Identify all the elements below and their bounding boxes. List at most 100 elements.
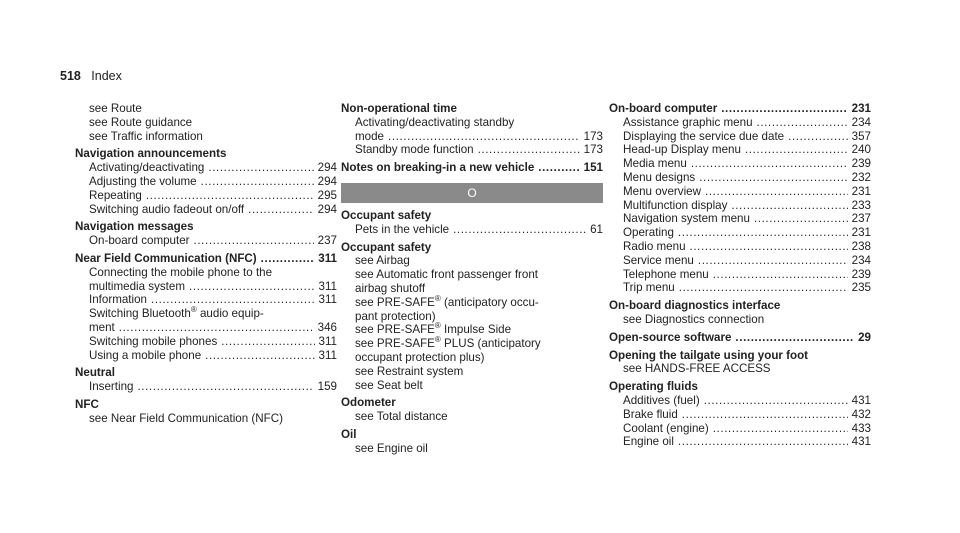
entry-text: multimedia system	[89, 279, 185, 293]
index-entry: Navigation system menu 237	[609, 212, 871, 226]
entry-text: see Route guidance	[89, 115, 193, 129]
leader-dots	[261, 252, 315, 266]
index-entry: Coolant (engine) 433	[609, 422, 871, 436]
index-entry: Information 311	[75, 293, 337, 307]
entry-text: Head-up Display menu	[623, 143, 741, 157]
page-reference-link[interactable]: 61	[590, 222, 603, 236]
entry-text: Occupant safety	[341, 208, 432, 222]
entry-text: Navigation system menu	[623, 212, 750, 226]
entry-text: see Automatic front passenger front	[355, 268, 539, 282]
entry-text: Assistance graphic menu	[623, 115, 753, 129]
page-reference-link[interactable]: 151	[583, 161, 603, 175]
leader-dots	[388, 130, 580, 144]
leader-dots	[678, 226, 848, 240]
leader-dots	[682, 408, 848, 422]
index-column-1: see Route see Route guidance see Traffic i…	[75, 102, 337, 426]
index-entry: Connecting the mobile phone to the	[75, 266, 337, 280]
page-reference-link[interactable]: 311	[318, 334, 337, 348]
index-heading: Notes on breaking-in a new vehicle 151	[341, 161, 603, 175]
entry-text: Brake fluid	[623, 407, 678, 421]
entry-text: Additives (fuel)	[623, 393, 700, 407]
leader-dots	[721, 102, 847, 116]
entry-text: Adjusting the volume	[89, 174, 197, 188]
page-reference-link[interactable]: 311	[318, 293, 337, 307]
entry-text: see Engine oil	[355, 441, 428, 455]
page-reference-link[interactable]: 311	[318, 348, 337, 362]
page-reference-link[interactable]: 231	[851, 226, 871, 240]
entry-text: Multifunction display	[623, 198, 728, 212]
entry-text: Switching mobile phones	[89, 334, 218, 348]
entry-text: see Airbag	[355, 254, 410, 268]
leader-dots	[119, 321, 314, 335]
entry-text: Displaying the service due date	[623, 129, 785, 143]
index-entry: see Total distance	[341, 410, 603, 424]
index-entry: Activating/deactivating 294	[75, 161, 337, 175]
page-reference-link[interactable]: 311	[318, 251, 337, 265]
page-reference-link[interactable]: 231	[851, 102, 871, 115]
leader-dots	[757, 116, 848, 130]
page-reference-link[interactable]: 237	[317, 234, 337, 248]
index-entry: Service menu 234	[609, 254, 871, 268]
entry-text: Navigation announcements	[75, 147, 227, 161]
index-entry: Switching mobile phones 311	[75, 335, 337, 349]
page-reference-link[interactable]: 240	[851, 143, 871, 157]
page-reference-link[interactable]: 237	[851, 212, 871, 226]
page-reference-link[interactable]: 311	[318, 279, 337, 293]
page-reference-link[interactable]: 239	[851, 157, 871, 171]
entry-text: see Restraint system	[355, 364, 464, 378]
page-reference-link[interactable]: 294	[317, 174, 337, 188]
page-reference-link[interactable]: 433	[851, 421, 871, 435]
index-entry: Adjusting the volume 294	[75, 175, 337, 189]
entry-text: see HANDS-FREE ACCESS	[623, 362, 771, 376]
page-reference-link[interactable]: 173	[583, 143, 603, 157]
page-reference-link[interactable]: 295	[317, 188, 337, 202]
page-reference-link[interactable]: 231	[851, 184, 871, 198]
page-reference-link[interactable]: 234	[851, 253, 871, 267]
page-reference-link[interactable]: 294	[317, 161, 337, 175]
page-reference-link[interactable]: 357	[851, 129, 871, 143]
index-entry: Additives (fuel) 431	[609, 394, 871, 408]
page-reference-link[interactable]: 234	[851, 115, 871, 129]
index-heading: NFC	[75, 398, 337, 412]
page-reference-link[interactable]: 431	[851, 393, 871, 407]
page-reference-link[interactable]: 235	[851, 281, 871, 295]
page-reference-link[interactable]: 346	[317, 320, 337, 334]
entry-text: Operating fluids	[609, 380, 698, 394]
page-reference-link[interactable]: 232	[851, 170, 871, 184]
entry-text: see Diagnostics connection	[623, 312, 765, 326]
page-reference-link[interactable]: 238	[851, 239, 871, 253]
leader-dots	[705, 185, 848, 199]
entry-text: ment	[89, 320, 115, 334]
leader-dots	[478, 143, 580, 157]
index-entry: see Restraint system	[341, 365, 603, 379]
index-entry: Using a mobile phone 311	[75, 349, 337, 363]
index-entry: pant protection)	[341, 310, 603, 324]
entry-text: Near Field Communication (NFC)	[75, 251, 257, 265]
footer-area	[0, 503, 960, 533]
page-reference-link[interactable]: 431	[851, 435, 871, 449]
page-reference-link[interactable]: 29	[858, 330, 871, 344]
entry-text: Navigation messages	[75, 220, 194, 234]
entry-text: Odometer	[341, 396, 396, 410]
entry-text: Information	[89, 293, 147, 307]
page-reference-link[interactable]: 173	[583, 129, 603, 143]
entry-text: Repeating	[89, 188, 142, 202]
page-reference-link[interactable]: 239	[851, 267, 871, 281]
page-reference-link[interactable]: 294	[317, 202, 337, 216]
entry-text: NFC	[75, 397, 99, 411]
index-entry: see Route guidance	[75, 116, 337, 130]
index-entry: Assistance graphic menu 234	[609, 116, 871, 130]
entry-text: Service menu	[623, 253, 694, 267]
leader-dots	[208, 161, 313, 175]
page-reference-link[interactable]: 233	[851, 198, 871, 212]
entry-text: Engine oil	[623, 435, 674, 449]
entry-text: Using a mobile phone	[89, 348, 202, 362]
index-heading: Occupant safety	[341, 241, 603, 255]
index-entry: Telephone menu 239	[609, 268, 871, 282]
entry-text: see PRE-SAFE® PLUS (anticipatory	[355, 335, 541, 351]
index-entry: see Diagnostics connection	[609, 313, 871, 327]
leader-dots	[745, 143, 848, 157]
page-reference-link[interactable]: 432	[851, 407, 871, 421]
page-reference-link[interactable]: 159	[317, 380, 337, 394]
index-entry: see Airbag	[341, 254, 603, 268]
